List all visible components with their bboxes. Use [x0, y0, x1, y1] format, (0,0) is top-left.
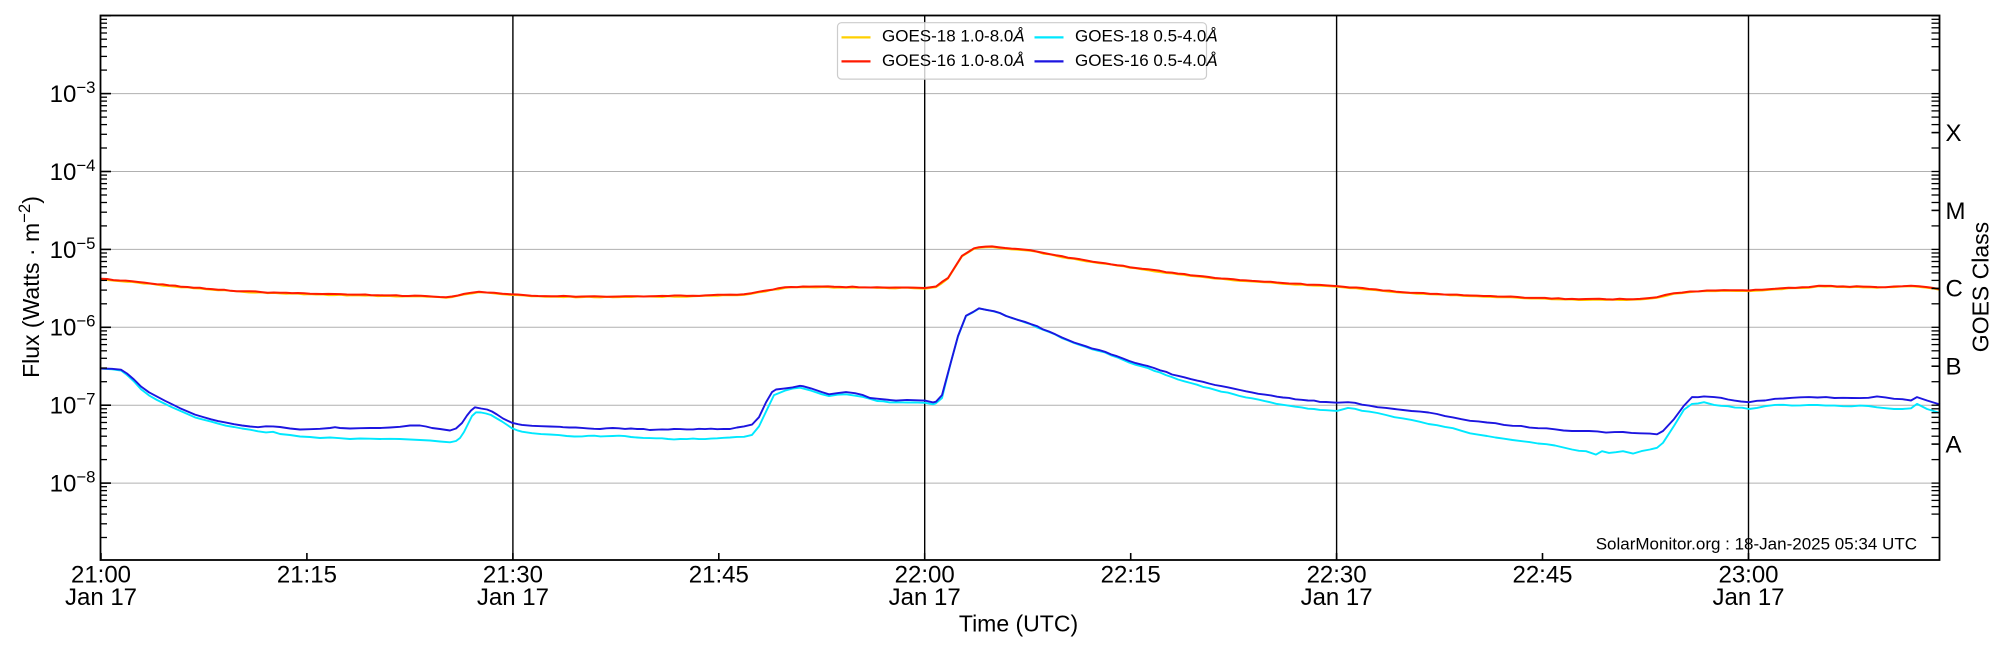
svg-text:Jan 17: Jan 17 [477, 584, 549, 611]
svg-text:10−3: 10−3 [50, 78, 96, 108]
svg-text:Jan 17: Jan 17 [1301, 584, 1373, 611]
svg-text:Jan 17: Jan 17 [65, 584, 137, 611]
svg-text:X: X [1946, 120, 1962, 147]
svg-text:22:00: 22:00 [895, 562, 955, 589]
svg-text:SolarMonitor.org : 18-Jan-2025: SolarMonitor.org : 18-Jan-2025 05:34 UTC [1596, 535, 1917, 554]
svg-text:Jan 17: Jan 17 [889, 584, 961, 611]
svg-text:GOES-16 1.0-8.0Å: GOES-16 1.0-8.0Å [882, 51, 1025, 70]
svg-text:Jan 17: Jan 17 [1712, 584, 1784, 611]
svg-text:B: B [1946, 354, 1962, 381]
svg-text:M: M [1946, 198, 1966, 225]
svg-text:22:45: 22:45 [1512, 562, 1572, 589]
svg-text:GOES-18 0.5-4.0Å: GOES-18 0.5-4.0Å [1075, 27, 1218, 46]
svg-text:GOES-16 0.5-4.0Å: GOES-16 0.5-4.0Å [1075, 51, 1218, 70]
svg-text:21:45: 21:45 [689, 562, 749, 589]
svg-text:23:00: 23:00 [1718, 562, 1778, 589]
svg-text:GOES-18 1.0-8.0Å: GOES-18 1.0-8.0Å [882, 27, 1025, 46]
svg-text:22:15: 22:15 [1101, 562, 1161, 589]
svg-text:21:30: 21:30 [483, 562, 543, 589]
svg-text:A: A [1946, 431, 1962, 458]
svg-text:Time (UTC): Time (UTC) [959, 611, 1078, 637]
svg-text:10−6: 10−6 [50, 312, 96, 342]
svg-text:10−4: 10−4 [50, 156, 96, 186]
svg-text:Flux (Watts · m−2): Flux (Watts · m−2) [15, 196, 44, 378]
svg-text:21:15: 21:15 [277, 562, 337, 589]
svg-text:21:00: 21:00 [71, 562, 131, 589]
svg-text:C: C [1946, 276, 1963, 303]
svg-text:GOES Class: GOES Class [1968, 222, 1994, 352]
svg-text:22:30: 22:30 [1307, 562, 1367, 589]
